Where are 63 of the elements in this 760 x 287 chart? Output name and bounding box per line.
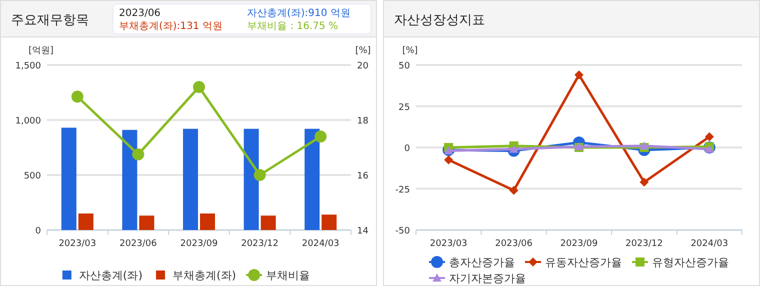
chart-title: 주요재무항목 <box>11 13 89 28</box>
point <box>704 132 714 142</box>
y-tick-label: -25 <box>395 185 410 196</box>
y-tick-label: 1,000 <box>15 116 42 126</box>
x-tick-label: 2023/09 <box>180 239 218 249</box>
y-tick-label: 0 <box>404 144 410 154</box>
legend-label: 유동자산증가율 <box>545 256 622 269</box>
point <box>71 90 84 103</box>
bar <box>322 214 337 230</box>
bar <box>61 128 76 230</box>
x-tick-label: 2024/03 <box>690 239 728 249</box>
text: 부채비율 : 16.75 % <box>247 21 338 32</box>
y-axis-title: [%] <box>402 46 418 56</box>
bar <box>183 128 198 230</box>
point <box>444 146 454 154</box>
bar <box>139 216 154 230</box>
y-tick-label: -50 <box>395 226 410 236</box>
y-tick-label: 1,500 <box>15 62 42 72</box>
text: 자산총계(좌):910 억원 <box>247 8 350 19</box>
y-tick-label: 0 <box>35 226 42 236</box>
y-tick-label: 500 <box>24 172 42 182</box>
point <box>574 70 584 80</box>
y2-tick-label: 14 <box>357 226 369 236</box>
y-tick-label: 25 <box>398 102 410 113</box>
bar <box>260 216 276 230</box>
y2-tick-label: 16 <box>357 172 369 182</box>
legend-label: 부채총계(좌) <box>172 269 236 282</box>
legend-label: 자산총계(좌) <box>78 269 142 282</box>
text: 2023/06 <box>119 8 161 19</box>
bar <box>200 214 215 230</box>
y2-tick-label: 20 <box>357 62 369 72</box>
x-tick-label: 2023/03 <box>58 239 96 249</box>
legend-label: 유형자산증가율 <box>652 256 729 269</box>
bar <box>122 130 138 230</box>
legend-label: 총자산증가율 <box>449 256 515 269</box>
point <box>509 144 518 153</box>
point <box>704 144 714 153</box>
point <box>132 148 144 160</box>
point <box>444 155 454 164</box>
point <box>314 130 327 142</box>
y-tick-label: 50 <box>398 62 410 72</box>
x-tick-label: 2023/09 <box>560 239 598 249</box>
legend-label: 자기자본증가율 <box>449 272 526 285</box>
bar <box>244 128 259 230</box>
y-axis-title: [억원] <box>28 46 54 56</box>
x-tick-label: 2023/06 <box>120 239 158 249</box>
text: 부채총계(좌):131 억원 <box>119 21 222 32</box>
y2-axis-title: [%] <box>355 46 371 56</box>
point <box>640 178 649 187</box>
point <box>640 141 649 150</box>
chart-title: 자산성장성지표 <box>394 13 485 28</box>
bar <box>304 128 320 230</box>
legend-label: 부채비율 <box>266 269 310 282</box>
x-tick-label: 2023/03 <box>430 239 468 249</box>
y2-tick-label: 18 <box>357 116 369 126</box>
point <box>509 186 518 195</box>
x-tick-label: 2023/12 <box>626 239 663 249</box>
bar <box>78 214 94 230</box>
x-tick-label: 2024/03 <box>302 239 340 249</box>
point <box>254 169 266 181</box>
x-tick-label: 2023/12 <box>241 239 278 249</box>
x-tick-label: 2023/06 <box>495 239 533 249</box>
point <box>193 81 205 93</box>
